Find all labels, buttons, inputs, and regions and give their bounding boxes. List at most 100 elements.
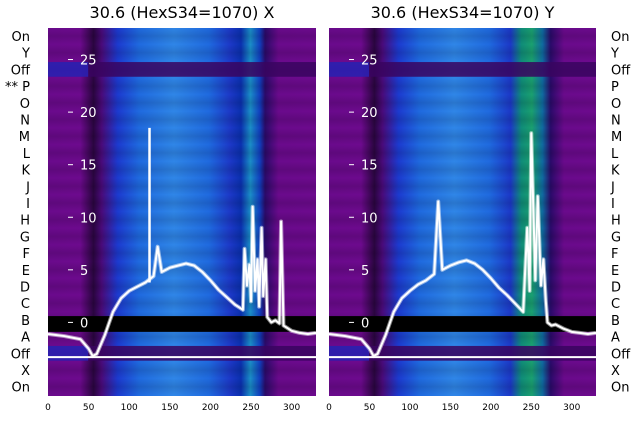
row-label: C: [611, 297, 620, 312]
x-tick-label: 200: [482, 403, 499, 413]
off-row-edge: [329, 345, 370, 361]
heatmap-row: [329, 44, 596, 62]
row-label: On: [611, 381, 629, 396]
row-label: On: [611, 30, 629, 45]
heatmap-row: [329, 127, 596, 145]
heatmap-row: [329, 328, 596, 345]
row-label: L: [23, 147, 31, 162]
heatmap-row: [48, 294, 316, 312]
heatmap-row: [329, 278, 596, 295]
row-label: H: [611, 214, 621, 229]
y-tick-label: 10: [361, 211, 378, 226]
trace-line: [328, 132, 597, 358]
heatmap-row: [329, 361, 596, 379]
off-row-band: [88, 345, 316, 361]
y-tick-label: 5: [361, 264, 369, 279]
row-label: D: [611, 281, 621, 296]
heatmap-row: [48, 244, 316, 262]
row-label: Off: [11, 63, 31, 78]
row-label: D: [20, 281, 30, 296]
heatmap-row: [329, 77, 596, 95]
row-label: E: [611, 264, 619, 279]
heatmap-row: [48, 278, 316, 295]
heatmap-row: [48, 77, 316, 95]
row-label: I: [26, 197, 30, 212]
row-label: E: [22, 264, 30, 279]
row-label: G: [611, 230, 621, 245]
x-tick-label: 50: [364, 403, 376, 413]
y-tick-label: 0: [361, 316, 369, 331]
row-label: H: [20, 214, 30, 229]
heatmap-row: [48, 228, 316, 245]
row-label: F: [23, 247, 30, 262]
row-label: Off: [11, 347, 31, 362]
row-label: B: [21, 314, 30, 329]
row-label: N: [611, 114, 621, 129]
x-tick-label: 250: [523, 403, 540, 413]
row-label: F: [611, 247, 618, 262]
row-label: J: [25, 180, 30, 195]
heatmap-row: [48, 378, 316, 396]
heatmap-row: [48, 177, 316, 195]
baseline-band: [329, 316, 596, 332]
row-label: Y: [21, 47, 30, 62]
x-tick-label: 300: [563, 403, 580, 413]
y-tick-label: 15: [361, 159, 378, 174]
row-label: O: [20, 97, 30, 112]
x-tick-label: 250: [242, 403, 259, 413]
row-label: M: [611, 130, 622, 145]
y-tick-label: 20: [80, 106, 97, 121]
x-tick-label: 200: [202, 403, 219, 413]
heatmap-row: [329, 244, 596, 262]
heatmap-row: [329, 194, 596, 212]
row-label: ** P: [5, 80, 30, 95]
off-row-band: [369, 62, 596, 77]
off-row-band: [369, 345, 596, 361]
x-tick-label: 50: [83, 403, 95, 413]
heatmap-row: [329, 94, 596, 112]
x-tick-label: 100: [401, 403, 418, 413]
heatmap-row: [329, 228, 596, 245]
y-tick-label: 0: [80, 316, 88, 331]
row-label: G: [20, 230, 30, 245]
x-tick-label: 0: [45, 403, 51, 413]
off-row-edge: [48, 345, 89, 361]
heatmap-row: [48, 211, 316, 229]
heatmap-row: [48, 27, 316, 45]
y-tick-label: 15: [80, 159, 97, 174]
x-tick-label: 150: [161, 403, 178, 413]
heatmap-row: [329, 177, 596, 195]
row-label: A: [611, 331, 620, 346]
row-label: Y: [610, 47, 619, 62]
heatmap-row: [329, 27, 596, 45]
y-tick-label: 25: [80, 54, 97, 69]
row-label: C: [21, 297, 30, 312]
row-label: N: [20, 114, 30, 129]
heatmap-row: [48, 127, 316, 145]
heatmap-row: [48, 144, 316, 162]
heatmap-row: [48, 44, 316, 62]
y-tick-label: 20: [361, 106, 378, 121]
row-label: J: [610, 180, 615, 195]
heatmap-row: [48, 94, 316, 112]
row-label: O: [611, 97, 621, 112]
off-row-edge: [48, 62, 89, 77]
y-tick-label: 10: [80, 211, 97, 226]
heatmap-row: [48, 111, 316, 128]
heatmap-row: [48, 328, 316, 345]
y-tick-label: 5: [80, 264, 88, 279]
y-tick-label: 25: [361, 54, 378, 69]
heatmap-row: [329, 111, 596, 128]
row-label: X: [21, 364, 30, 379]
row-label: A: [21, 331, 30, 346]
row-label: Off: [611, 347, 631, 362]
row-label: K: [21, 164, 30, 179]
row-label: Off: [611, 63, 631, 78]
row-label: K: [611, 164, 620, 179]
heatmap-row: [48, 161, 316, 178]
x-tick-label: 0: [326, 403, 332, 413]
off-row-edge: [329, 62, 370, 77]
x-tick-label: 150: [442, 403, 459, 413]
